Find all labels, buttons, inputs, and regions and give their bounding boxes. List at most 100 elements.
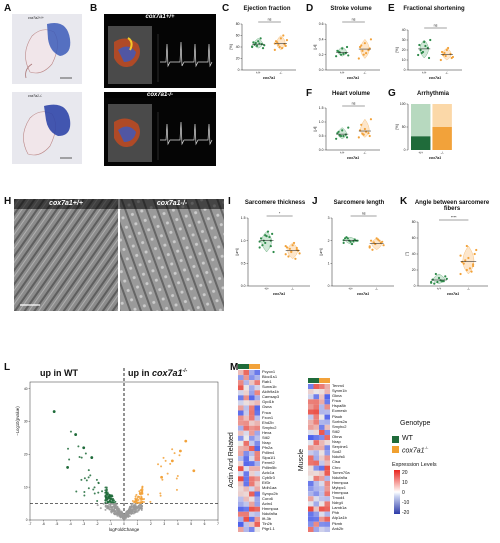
y-tick-label: 20	[412, 268, 416, 272]
stroke-volume-plot: 0.0 0.2 0.4 0.6 [μl] +/+ -/- cox7a1 ns	[313, 18, 380, 80]
volcano-point	[136, 497, 139, 500]
heatmap-cell	[249, 400, 255, 406]
gene-label: Aldh9a1b	[262, 389, 279, 395]
x-tick-label: -2	[96, 522, 99, 526]
volcano-point	[111, 495, 114, 498]
gene-label: Serpine1	[332, 444, 349, 450]
volcano-point	[131, 499, 134, 502]
heatmap-header-ko	[319, 378, 330, 383]
volcano-point	[132, 512, 135, 515]
volcano-point	[77, 445, 80, 448]
heatmap-cell	[243, 511, 249, 517]
gene-label: Smyhc2	[262, 424, 277, 430]
heatmap-cell	[254, 506, 260, 512]
violin--/-	[442, 47, 452, 61]
heatmap-cell	[243, 471, 249, 477]
data-point	[252, 41, 255, 44]
data-point	[347, 54, 350, 57]
heatmap-cell	[238, 481, 244, 487]
data-point	[378, 239, 381, 242]
y-tick-label: 1.5	[241, 216, 246, 220]
data-point	[360, 44, 363, 47]
heatmap-cell	[324, 445, 330, 451]
data-point	[475, 248, 478, 252]
j-title: Sarcomere length	[333, 200, 385, 206]
volcano-point	[120, 514, 123, 517]
volcano-point	[83, 491, 86, 494]
volcano-point	[84, 452, 87, 455]
data-point	[295, 246, 298, 250]
heatmap-cell	[308, 384, 314, 390]
data-point	[436, 280, 439, 284]
data-point	[285, 246, 289, 249]
volcano-point	[68, 458, 71, 461]
heatmap-cell	[308, 526, 314, 532]
volcano-point	[89, 474, 92, 477]
data-point	[342, 239, 345, 242]
b-top-title: cox7a1+/+	[104, 14, 216, 20]
volcano-point-highlight	[82, 446, 86, 450]
heatmap-header-wt	[308, 378, 319, 383]
heatmap-muscle	[308, 378, 330, 532]
heatmap-cell	[308, 521, 314, 527]
heatmap-cell	[319, 516, 325, 522]
heatmap-cell	[308, 460, 314, 466]
volcano-point	[141, 491, 144, 494]
data-point	[297, 249, 300, 252]
x-tick-label: -/-	[291, 287, 294, 291]
heatmap-cell	[313, 496, 319, 502]
gene-label: Obna	[332, 433, 342, 439]
heatmap-cell	[243, 451, 249, 457]
x-axis-label: cox7a1	[429, 76, 441, 80]
heatmap-cell	[238, 435, 244, 441]
heatmap-cell	[313, 424, 319, 430]
volcano-point	[173, 452, 176, 455]
heatmap-cell	[313, 475, 319, 481]
data-point	[368, 134, 371, 138]
x-tick-label: -/-	[441, 151, 444, 155]
heatmap-cell	[308, 429, 314, 436]
heatmap-cell	[308, 501, 314, 507]
m-group1-label-box: Actin And Related	[228, 390, 236, 530]
volcano-point	[107, 495, 110, 498]
heatmap-cell	[319, 389, 325, 395]
heatmap-cell	[254, 370, 260, 376]
heatmap-cell	[243, 440, 249, 446]
y-tick-label: 30	[24, 420, 28, 424]
volcano-point	[104, 495, 107, 498]
heatmap-cell	[319, 486, 325, 492]
volcano-plot: -7 -6 -5 -4 -3 -2 -1 0 1 2 3 4 5 6 7 0 10 20 30 40 logFoldCh…	[15, 368, 219, 532]
volcano-point	[139, 502, 142, 505]
volcano-point	[133, 501, 136, 504]
heatmap-cell	[313, 480, 319, 487]
x-axis-label: logFoldChange	[109, 527, 140, 532]
data-point	[271, 232, 274, 235]
y-tick-label: 0.0	[319, 68, 324, 72]
y-tick-label: 0.4	[319, 38, 324, 42]
x-tick-label: +/+	[264, 287, 269, 291]
data-point	[276, 41, 279, 44]
heatmap-cell	[324, 399, 330, 405]
x-tick-label: -/-	[279, 71, 282, 75]
data-point	[279, 37, 282, 40]
heatmap-cell	[324, 384, 330, 390]
heatmap-cell	[254, 526, 260, 532]
heatmap-cell	[319, 455, 325, 461]
heatmap-cell	[254, 420, 260, 426]
b-bottom-title: cox7a1-/-	[104, 92, 216, 98]
gene-label: Fxon1	[262, 414, 274, 420]
panel-label-k: K	[400, 196, 408, 207]
y-tick-label: 80	[412, 220, 416, 224]
heatmap-cell	[319, 429, 325, 436]
heatmap-cell	[308, 440, 314, 446]
y-tick-label: 2	[328, 239, 330, 243]
heatmap-cell	[313, 526, 319, 532]
x-tick-label: 4	[177, 522, 179, 526]
heatmap-cell	[238, 451, 244, 457]
heatmap-cell	[319, 440, 325, 446]
heatmap-cell	[238, 511, 244, 517]
data-point	[338, 134, 341, 137]
gene-label: Coro6	[262, 495, 273, 501]
heatmap-cell	[324, 455, 330, 461]
heatmap-actin	[238, 364, 260, 532]
